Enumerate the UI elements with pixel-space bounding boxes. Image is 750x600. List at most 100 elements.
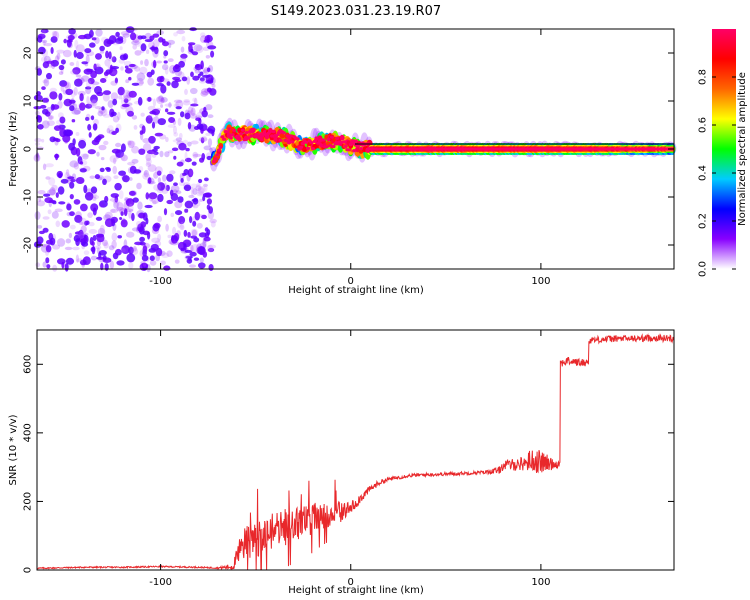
noise-cell bbox=[191, 229, 197, 237]
noise-cell bbox=[124, 65, 129, 69]
noise-cell bbox=[116, 202, 124, 211]
noise-cell bbox=[80, 225, 87, 233]
noise-cell bbox=[175, 210, 183, 216]
noise-cell bbox=[56, 170, 63, 178]
noise-cell bbox=[148, 192, 158, 200]
noise-cell bbox=[148, 114, 153, 119]
noise-cell bbox=[102, 93, 110, 102]
noise-cell bbox=[104, 59, 111, 67]
noise-cell bbox=[189, 216, 193, 224]
noise-cell bbox=[191, 161, 197, 166]
noise-cell bbox=[106, 128, 111, 134]
noise-cell bbox=[105, 50, 109, 59]
noise-cell bbox=[146, 49, 150, 54]
signal-cell bbox=[331, 144, 336, 149]
noise-cell bbox=[55, 220, 61, 228]
signal-cell bbox=[348, 143, 353, 147]
noise-cell bbox=[75, 147, 81, 157]
noise-cell bbox=[90, 115, 95, 121]
signal-cell bbox=[249, 134, 254, 138]
noise-cell bbox=[109, 64, 113, 74]
noise-cell bbox=[127, 140, 135, 149]
noise-cell bbox=[70, 97, 75, 107]
noise-cell bbox=[89, 29, 94, 38]
noise-cell bbox=[35, 262, 41, 268]
noise-cell bbox=[64, 81, 71, 91]
noise-cell bbox=[110, 216, 119, 224]
noise-cell bbox=[75, 74, 82, 78]
noise-cell bbox=[202, 69, 208, 73]
noise-cell bbox=[131, 158, 139, 164]
noise-cell bbox=[173, 155, 177, 160]
noise-cell bbox=[79, 168, 87, 173]
y-tick-label: -20 bbox=[23, 237, 34, 253]
noise-cell bbox=[184, 112, 191, 120]
signal-cell bbox=[211, 159, 216, 163]
noise-cell bbox=[188, 106, 194, 114]
noise-cell bbox=[127, 140, 132, 146]
noise-cell bbox=[180, 53, 188, 59]
noise-cell bbox=[167, 124, 176, 128]
noise-cell bbox=[141, 254, 149, 262]
signal-cell bbox=[283, 138, 288, 142]
noise-cell bbox=[115, 31, 120, 37]
noise-cell bbox=[139, 249, 147, 258]
signal-cell bbox=[222, 137, 227, 141]
signal-cell bbox=[335, 136, 340, 140]
y-tick-label: -10 bbox=[23, 189, 34, 205]
noise-cell bbox=[110, 80, 118, 86]
noise-cell bbox=[171, 235, 175, 242]
x-tick-label: -100 bbox=[149, 577, 172, 588]
noise-cell bbox=[119, 46, 123, 51]
noise-cell bbox=[198, 137, 208, 142]
noise-cell bbox=[59, 80, 68, 87]
noise-cell bbox=[179, 132, 183, 140]
noise-cell bbox=[199, 77, 205, 82]
signal-cell bbox=[326, 137, 331, 142]
noise-cell bbox=[142, 249, 147, 257]
noise-cell bbox=[81, 61, 88, 65]
noise-cell bbox=[70, 178, 76, 183]
noise-cell bbox=[195, 185, 202, 192]
noise-cell bbox=[151, 227, 160, 235]
signal-cell bbox=[341, 140, 346, 144]
noise-cell bbox=[104, 263, 109, 271]
noise-cell bbox=[192, 97, 197, 103]
noise-cell bbox=[177, 117, 182, 126]
noise-cell bbox=[192, 204, 199, 209]
noise-cell bbox=[120, 143, 126, 153]
signal-cell bbox=[279, 133, 285, 139]
noise-cell bbox=[67, 178, 73, 185]
noise-cell bbox=[131, 247, 139, 255]
noise-cell bbox=[184, 151, 188, 161]
noise-cell bbox=[162, 41, 169, 47]
noise-cell bbox=[90, 94, 98, 104]
noise-cell bbox=[197, 187, 205, 195]
noise-cell bbox=[189, 251, 197, 257]
noise-cell bbox=[153, 184, 162, 191]
noise-cell bbox=[172, 139, 181, 143]
noise-cell bbox=[160, 97, 168, 103]
noise-cell bbox=[151, 237, 161, 243]
noise-cell bbox=[195, 64, 200, 68]
noise-cell bbox=[64, 246, 73, 251]
signal-cell bbox=[230, 133, 235, 137]
snr-series-line bbox=[37, 333, 674, 570]
noise-cell bbox=[72, 246, 80, 251]
noise-cell bbox=[168, 117, 176, 123]
noise-cell bbox=[43, 43, 53, 47]
noise-cell bbox=[41, 138, 45, 143]
noise-cell bbox=[184, 109, 190, 118]
noise-cell bbox=[139, 212, 145, 219]
signal-cell bbox=[229, 136, 233, 140]
noise-cell bbox=[86, 79, 92, 89]
noise-cell bbox=[184, 157, 192, 163]
signal-cell bbox=[302, 146, 307, 152]
noise-cell bbox=[202, 251, 208, 258]
noise-cell bbox=[153, 145, 160, 150]
snr-y-ticks: 0 200 400 600 bbox=[23, 355, 674, 573]
noise-cell bbox=[59, 116, 66, 124]
noise-cell bbox=[169, 170, 176, 175]
signal-cell bbox=[278, 138, 283, 142]
